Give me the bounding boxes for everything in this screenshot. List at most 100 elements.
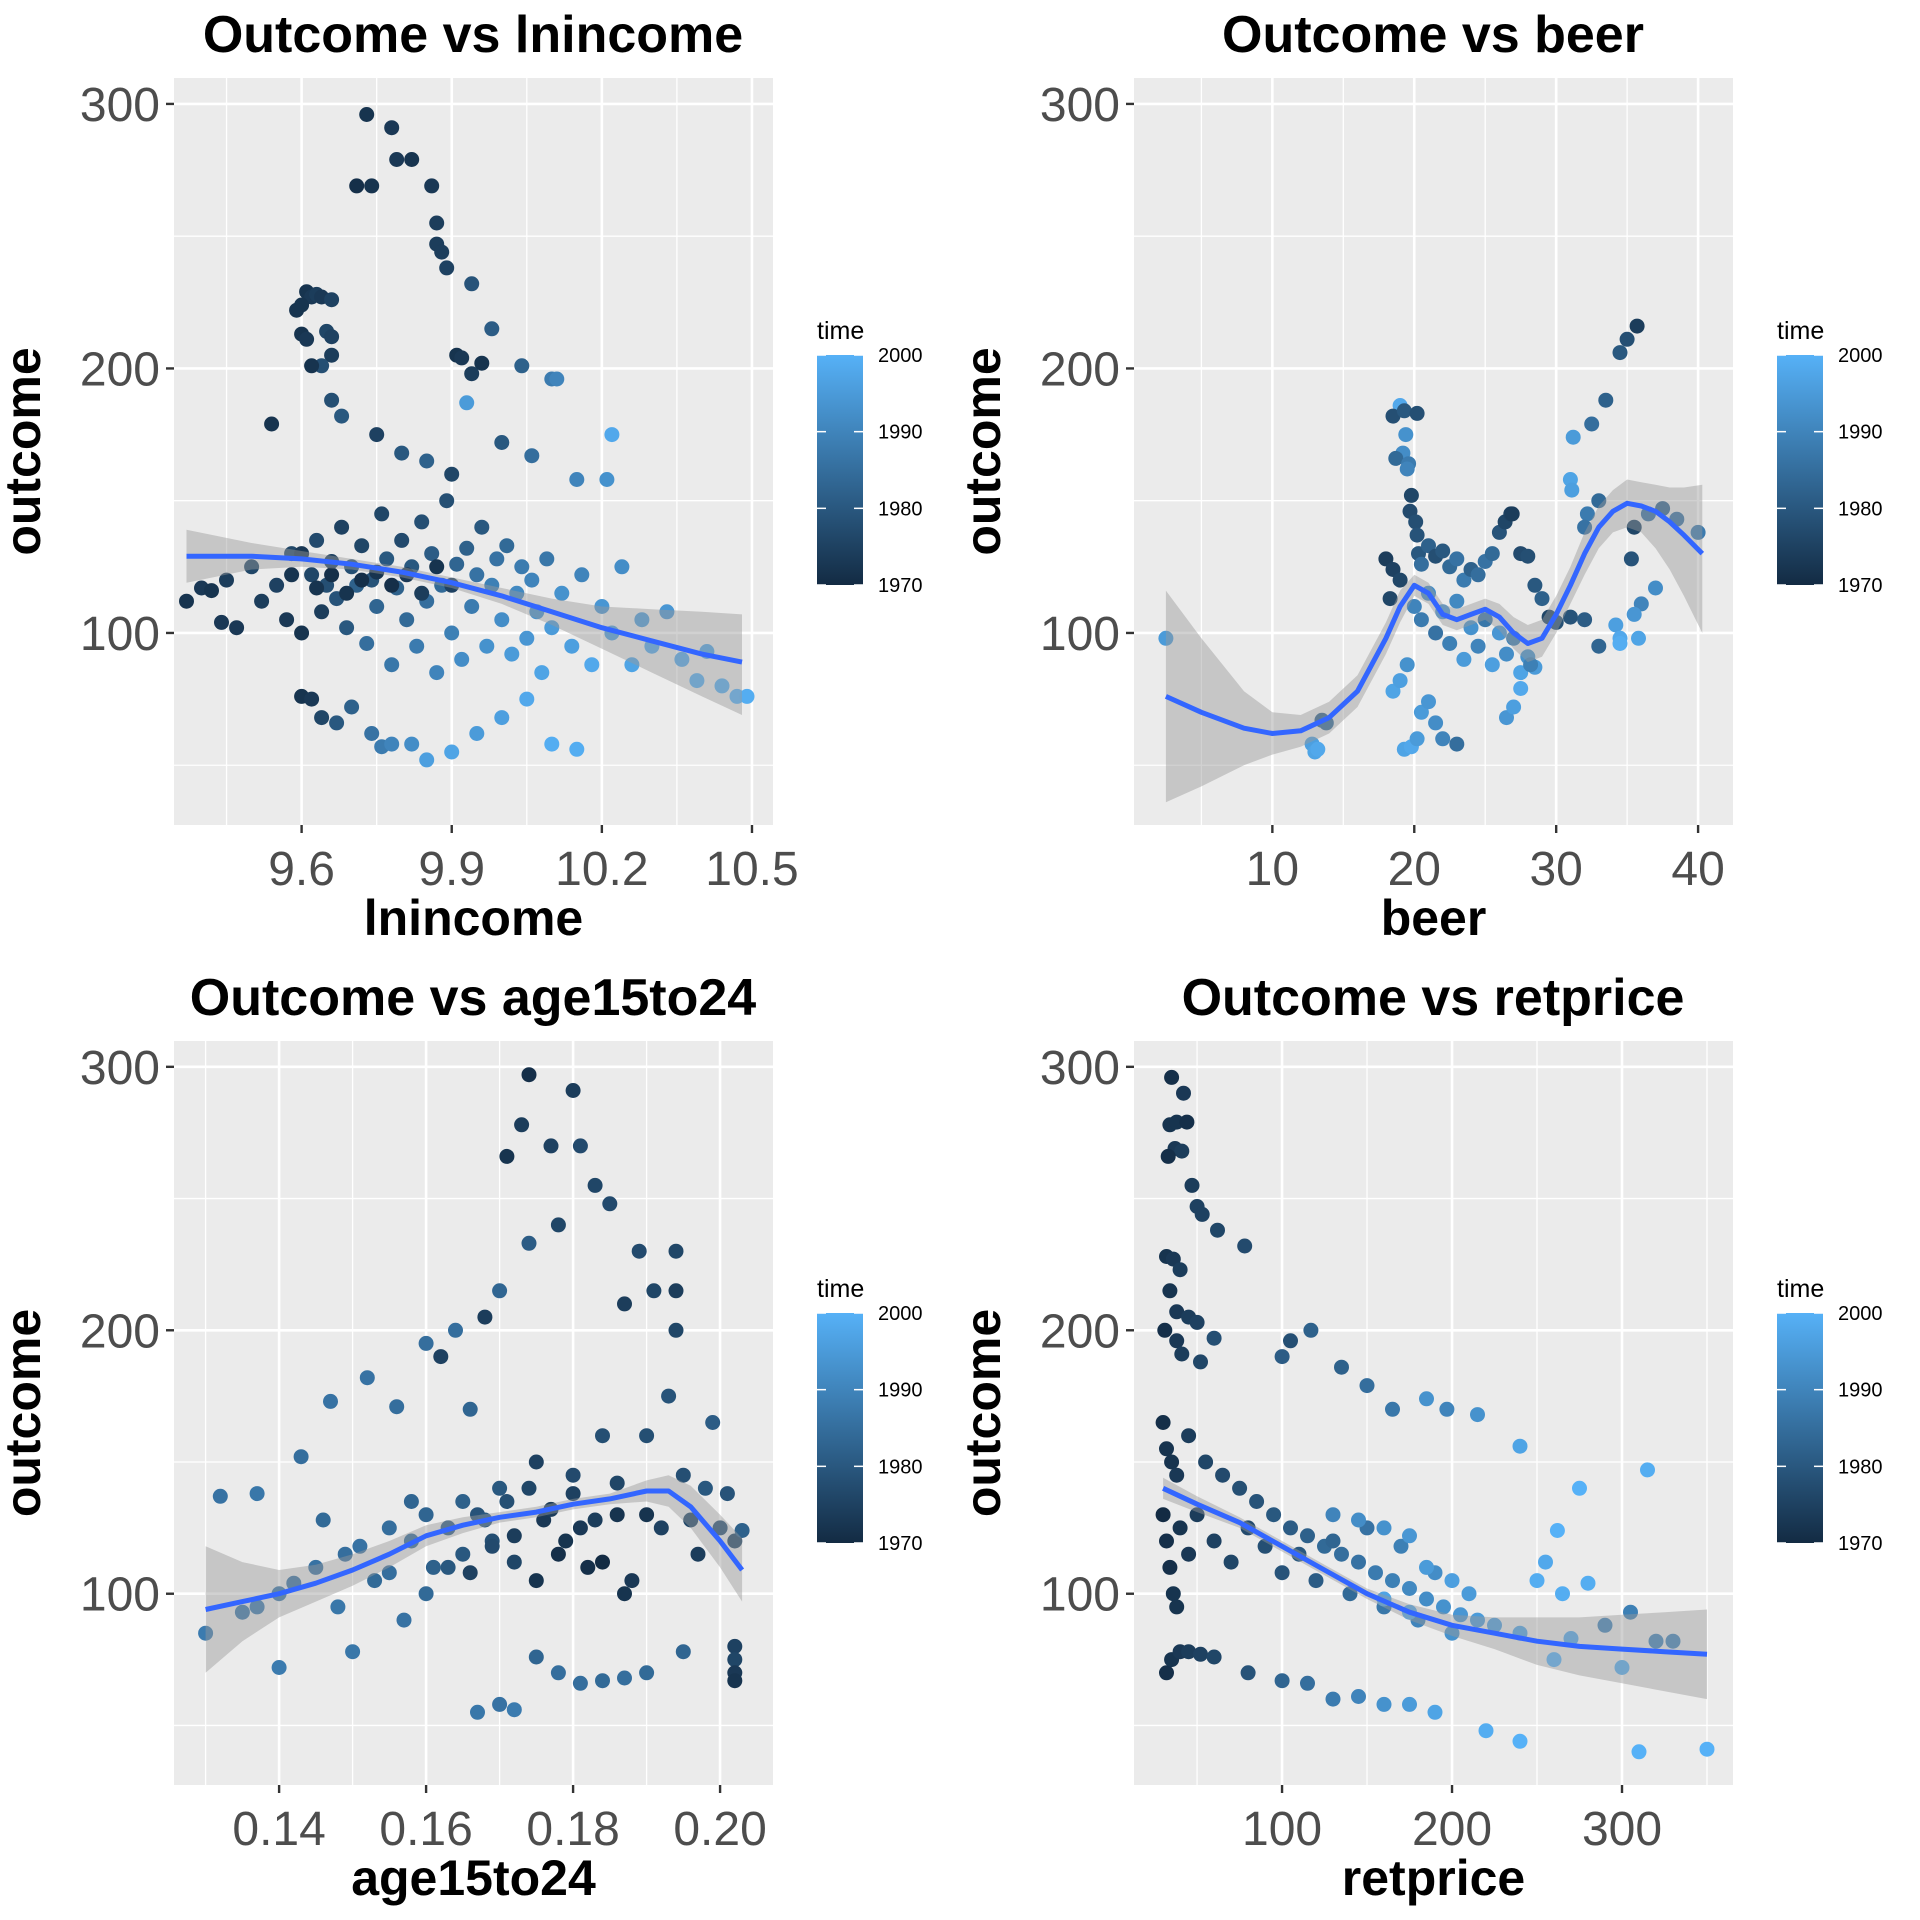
data-point xyxy=(269,577,285,593)
data-point xyxy=(474,355,490,371)
data-point xyxy=(634,612,650,628)
colorbar-gradient xyxy=(1777,355,1823,585)
data-point xyxy=(714,678,730,694)
data-point xyxy=(396,1612,412,1628)
data-point xyxy=(484,321,500,337)
data-point xyxy=(734,1523,750,1538)
data-point xyxy=(690,1546,706,1562)
data-point xyxy=(369,427,385,443)
data-point xyxy=(1172,1520,1188,1536)
data-point xyxy=(494,435,510,450)
data-point xyxy=(528,1573,544,1589)
x-tick-label: 0.14 xyxy=(232,1803,325,1856)
data-point xyxy=(1546,1652,1562,1668)
data-point xyxy=(587,1177,603,1193)
legend-label: 1980 xyxy=(1838,1456,1883,1478)
data-point xyxy=(1555,1586,1570,1602)
data-point xyxy=(1629,318,1645,334)
data-point xyxy=(294,625,310,641)
data-point xyxy=(558,1533,574,1549)
data-point xyxy=(1325,1507,1341,1523)
data-point xyxy=(324,567,340,583)
data-point xyxy=(653,1520,669,1536)
data-point xyxy=(727,1533,743,1549)
data-point xyxy=(345,1644,361,1660)
data-point xyxy=(1237,1238,1253,1254)
data-point xyxy=(244,559,260,575)
panel-beer: Outcome vs beer 100 200 300 10 20 30 40 beer outc… xyxy=(955,6,1883,946)
data-point xyxy=(1413,612,1429,628)
data-point xyxy=(604,427,620,443)
x-tick-label: 9.9 xyxy=(418,843,485,896)
data-point xyxy=(514,1117,530,1133)
data-point xyxy=(448,1322,463,1338)
data-point xyxy=(418,1586,434,1602)
data-point xyxy=(1215,1467,1231,1483)
data-point xyxy=(564,638,580,654)
x-tick-label: 10.5 xyxy=(705,843,798,896)
data-point xyxy=(1470,567,1486,583)
data-point xyxy=(1584,416,1600,432)
data-point xyxy=(1385,562,1401,577)
data-point xyxy=(499,1148,515,1164)
data-point xyxy=(424,178,440,194)
data-point xyxy=(479,638,495,654)
data-point xyxy=(418,1507,434,1523)
data-point xyxy=(464,276,480,292)
data-point xyxy=(1325,1691,1341,1707)
data-point xyxy=(1392,572,1408,588)
plot-background xyxy=(1134,1041,1733,1785)
data-point xyxy=(1176,1085,1191,1101)
data-point xyxy=(315,1512,331,1528)
data-point xyxy=(569,472,585,487)
data-point xyxy=(1351,1689,1366,1704)
data-point xyxy=(249,1486,265,1502)
x-tick-label: 200 xyxy=(1412,1803,1492,1856)
data-point xyxy=(1427,1704,1443,1720)
data-point xyxy=(1563,1631,1579,1646)
data-point xyxy=(464,366,480,382)
y-tick-label: 300 xyxy=(80,79,160,132)
legend-label: 1980 xyxy=(878,1456,923,1478)
data-point xyxy=(234,1604,250,1620)
data-point xyxy=(429,215,445,231)
confidence-band xyxy=(1165,479,1703,803)
data-point xyxy=(494,612,510,628)
data-point xyxy=(550,1665,566,1681)
data-point xyxy=(739,688,755,704)
plot-background xyxy=(174,78,773,825)
data-point xyxy=(1403,487,1419,503)
data-point xyxy=(364,726,380,741)
data-point xyxy=(1378,551,1394,567)
data-point xyxy=(514,358,530,374)
data-point xyxy=(337,1546,353,1562)
data-point xyxy=(359,636,375,651)
data-point xyxy=(1504,506,1520,522)
data-point xyxy=(1619,331,1635,347)
data-point xyxy=(418,1335,434,1351)
data-point xyxy=(624,657,640,673)
panel-age15to24: Outcome vs age15to24 100 200 300 0.14 0.16 0.1… xyxy=(0,969,923,1906)
data-point xyxy=(595,1428,610,1444)
data-point xyxy=(572,1520,588,1536)
data-point xyxy=(1598,392,1614,408)
data-point xyxy=(1179,1114,1195,1130)
data-point xyxy=(727,1652,743,1668)
data-point xyxy=(1449,736,1465,752)
data-point xyxy=(464,599,480,614)
data-point xyxy=(514,559,530,575)
data-point xyxy=(1421,694,1436,710)
data-point xyxy=(469,726,485,741)
data-point xyxy=(1376,1696,1392,1712)
data-point xyxy=(521,1067,537,1083)
data-point xyxy=(204,583,219,599)
data-point xyxy=(462,1565,478,1581)
data-point xyxy=(1580,1575,1596,1591)
data-point xyxy=(1393,1538,1409,1554)
data-point xyxy=(1484,546,1500,562)
data-point xyxy=(489,551,505,567)
data-point xyxy=(595,1554,610,1570)
data-point xyxy=(1402,1696,1417,1712)
data-point xyxy=(1385,1573,1400,1589)
data-point xyxy=(1413,704,1429,720)
